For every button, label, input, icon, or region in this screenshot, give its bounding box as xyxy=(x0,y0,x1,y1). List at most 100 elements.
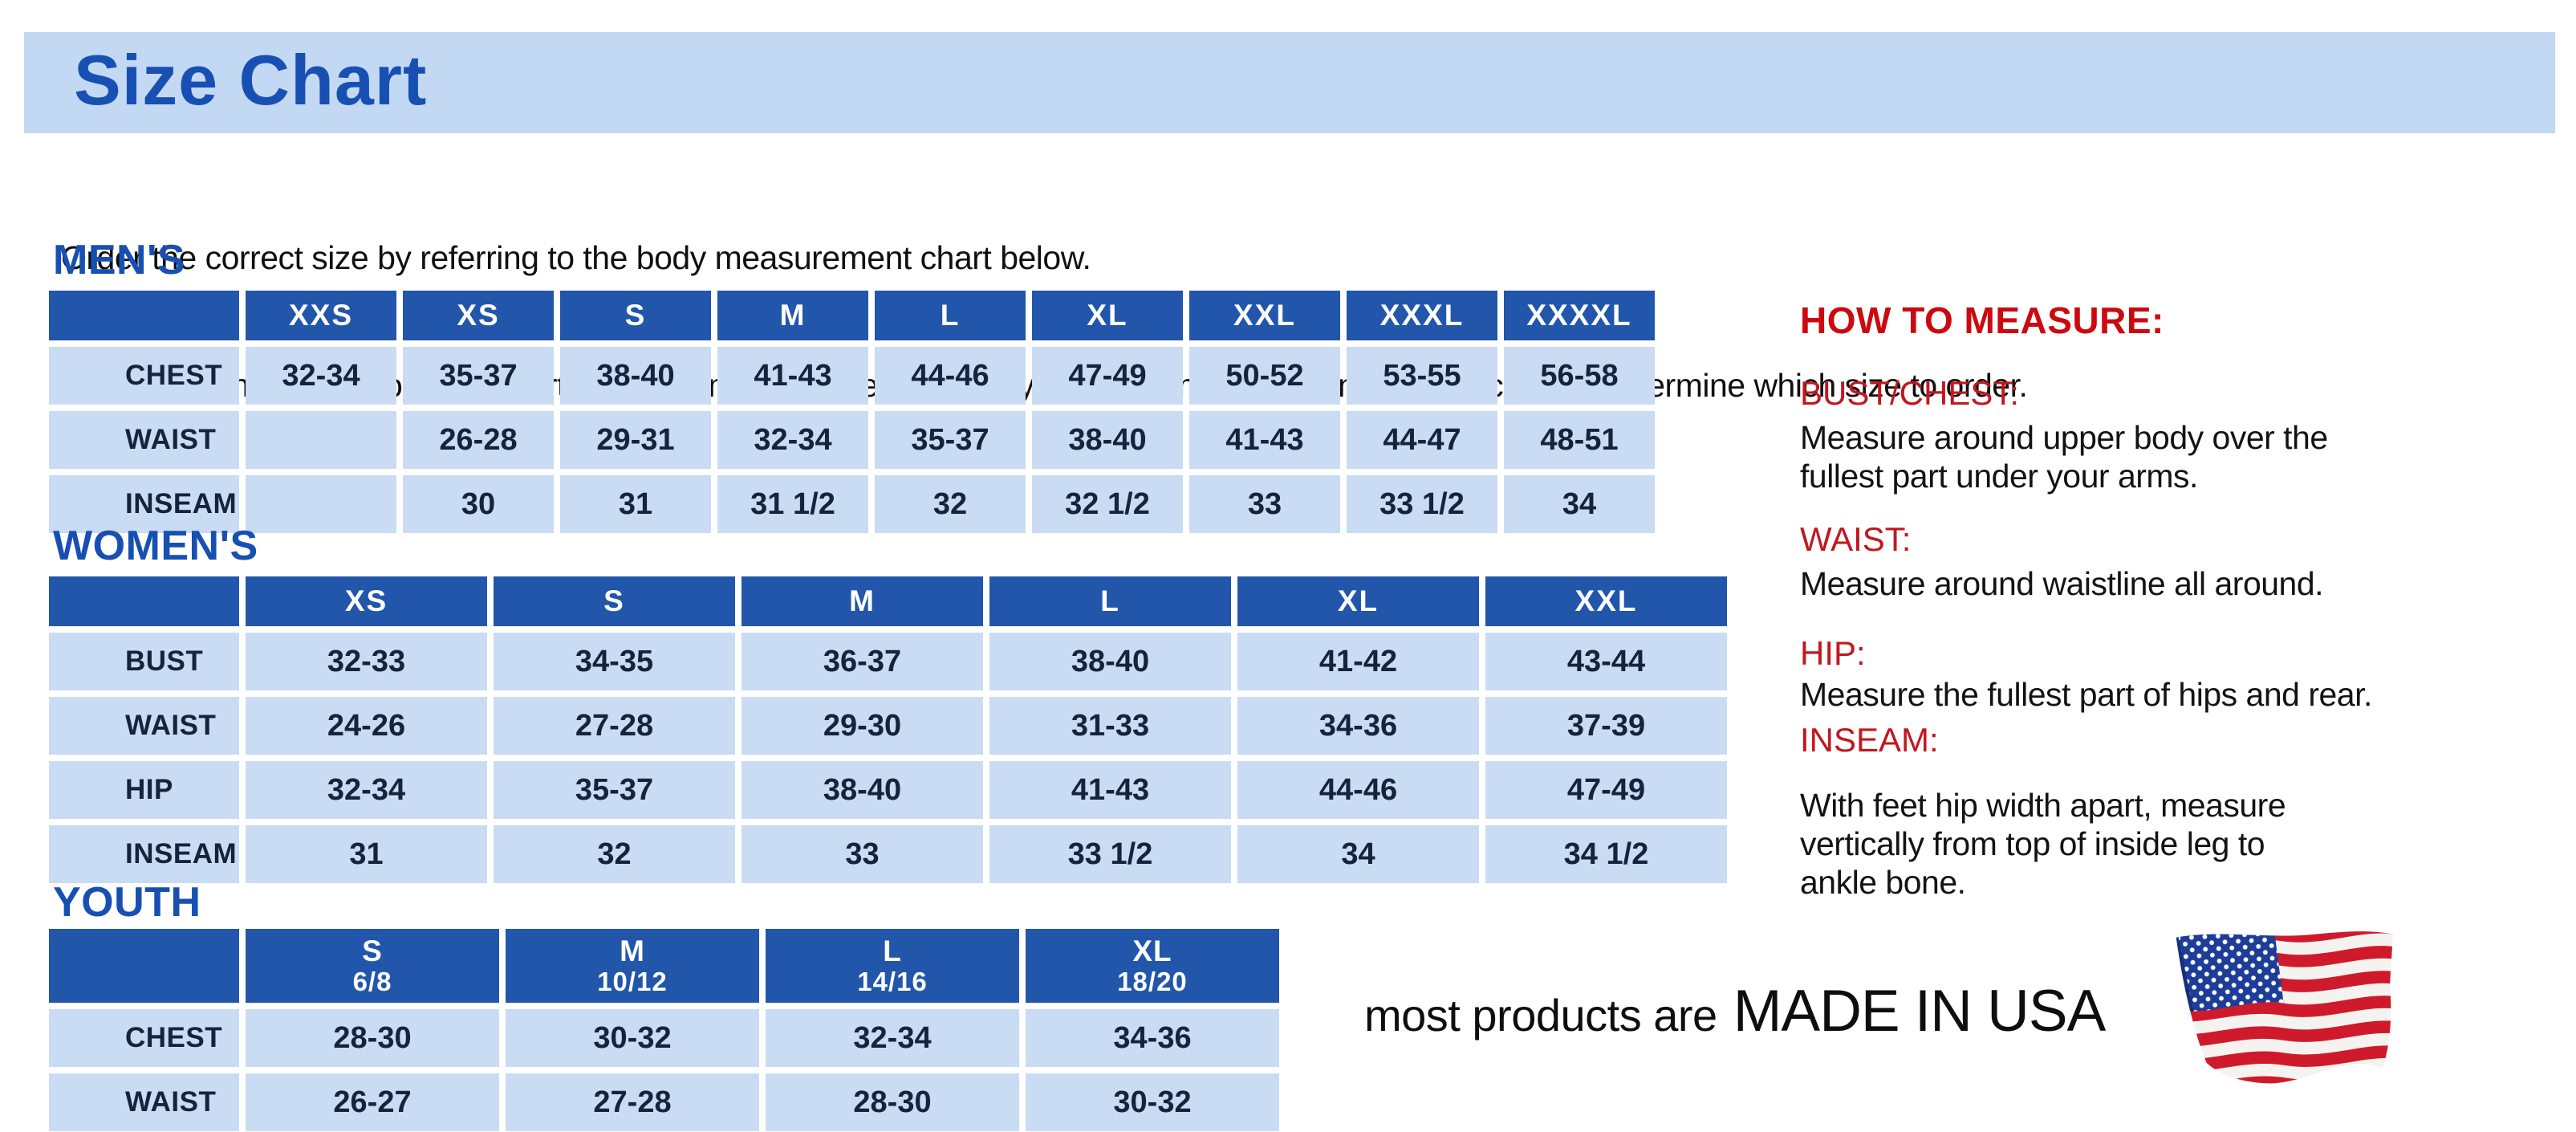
measure-label-waist: WAIST: xyxy=(1800,520,1912,558)
table-cell: 34-36 xyxy=(1237,697,1479,755)
table-cell: 53-55 xyxy=(1347,347,1497,405)
table-cell: 41-43 xyxy=(717,347,868,405)
table-cell: 41-43 xyxy=(1189,411,1340,469)
table-header-cell xyxy=(49,291,239,340)
row-label-cell: WAIST xyxy=(49,697,239,755)
made-in-usa-text: MADE IN USA xyxy=(1733,979,2107,1044)
measure-label-inseam: INSEAM: xyxy=(1800,721,1939,759)
measure-instruction-bust-chest: Measure around upper body over the fulle… xyxy=(1800,419,2328,496)
womens-section-title: WOMEN'S xyxy=(53,523,258,569)
table-header-cell: XXL xyxy=(1189,291,1340,340)
table-header-cell: XL xyxy=(1032,291,1183,340)
table-cell: 35-37 xyxy=(875,411,1026,469)
us-flag-icon xyxy=(2176,931,2393,1084)
row-label-cell: CHEST xyxy=(49,1009,239,1067)
table-cell: 32-34 xyxy=(246,347,396,405)
size-label: XL xyxy=(1132,935,1172,968)
size-range-label: 14/16 xyxy=(857,967,928,997)
made-in-usa-prefix: most products are xyxy=(1364,990,1717,1040)
table-cell: 31 xyxy=(246,825,487,883)
table-cell: 35-37 xyxy=(494,761,735,819)
table-cell: 38-40 xyxy=(1032,411,1183,469)
table-cell: 30 xyxy=(403,475,554,533)
instruction-line: Measure around waistline all around. xyxy=(1800,565,2324,602)
measure-instruction-hip: Measure the fullest part of hips and rea… xyxy=(1800,676,2372,715)
table-header-cell: XS xyxy=(246,576,487,626)
size-label: S xyxy=(362,935,383,968)
table-cell: 38-40 xyxy=(742,761,983,819)
table-cell: 33 1/2 xyxy=(989,825,1231,883)
table-cell: 32 1/2 xyxy=(1032,475,1183,533)
table-cell: 27-28 xyxy=(506,1073,759,1131)
table-cell: 26-27 xyxy=(246,1073,499,1131)
size-label: M xyxy=(620,935,645,968)
measure-instruction-waist: Measure around waistline all around. xyxy=(1800,565,2324,604)
table-cell: 32-34 xyxy=(246,761,487,819)
table-cell: 33 xyxy=(1189,475,1340,533)
table-header-cell: XS xyxy=(403,291,554,340)
measure-instruction-inseam: With feet hip width apart, measure verti… xyxy=(1800,787,2286,902)
table-header-cell: S 6/8 xyxy=(246,929,499,1003)
table-cell: 44-47 xyxy=(1347,411,1497,469)
table-header-cell xyxy=(49,929,239,1003)
table-cell xyxy=(246,411,396,469)
table-header-cell: XXL xyxy=(1485,576,1727,626)
table-cell: 28-30 xyxy=(246,1009,499,1067)
table-cell: 24-26 xyxy=(246,697,487,755)
table-cell: 44-46 xyxy=(1237,761,1479,819)
row-label-cell: CHEST xyxy=(49,347,239,405)
size-range-label: 18/20 xyxy=(1117,967,1188,997)
instruction-line: Measure the fullest part of hips and rea… xyxy=(1800,676,2372,713)
table-header-cell: XL 18/20 xyxy=(1026,929,1279,1003)
instruction-line: fullest part under your arms. xyxy=(1800,457,2198,495)
size-label: L xyxy=(883,935,902,968)
table-cell: 33 1/2 xyxy=(1347,475,1497,533)
table-header-cell: L xyxy=(875,291,1026,340)
row-label-cell: HIP xyxy=(49,761,239,819)
table-cell: 34-35 xyxy=(494,633,735,690)
table-header-cell: S xyxy=(560,291,711,340)
table-header-cell: XL xyxy=(1237,576,1479,626)
table-cell: 32-34 xyxy=(766,1009,1019,1067)
table-cell: 32 xyxy=(875,475,1026,533)
table-cell: 34 xyxy=(1237,825,1479,883)
instruction-line: vertically from top of inside leg to xyxy=(1800,825,2265,862)
table-cell: 38-40 xyxy=(989,633,1231,690)
size-range-label: 10/12 xyxy=(597,967,668,997)
row-label-cell: INSEAM xyxy=(49,825,239,883)
measure-label-hip: HIP: xyxy=(1800,634,1866,672)
table-cell: 44-46 xyxy=(875,347,1026,405)
table-cell: 47-49 xyxy=(1032,347,1183,405)
table-cell: 34-36 xyxy=(1026,1009,1279,1067)
table-cell: 32-34 xyxy=(717,411,868,469)
table-cell: 47-49 xyxy=(1485,761,1727,819)
table-header-cell: L xyxy=(989,576,1231,626)
table-cell: 28-30 xyxy=(766,1073,1019,1131)
table-cell: 30-32 xyxy=(506,1009,759,1067)
mens-size-table: XXS XS S M L XL XXL XXXL XXXXL CHEST 32-… xyxy=(49,291,1655,533)
table-cell: 38-40 xyxy=(560,347,711,405)
table-cell: 50-52 xyxy=(1189,347,1340,405)
table-header-cell: XXXXL xyxy=(1504,291,1655,340)
table-cell: 56-58 xyxy=(1504,347,1655,405)
table-cell: 48-51 xyxy=(1504,411,1655,469)
table-header-cell: M xyxy=(742,576,983,626)
size-range-label: 6/8 xyxy=(352,967,392,997)
instruction-line: With feet hip width apart, measure xyxy=(1800,787,2286,824)
made-in-usa-line: most products are MADE IN USA xyxy=(1364,978,2107,1044)
table-cell: 27-28 xyxy=(494,697,735,755)
table-cell: 29-31 xyxy=(560,411,711,469)
how-to-measure-title: HOW TO MEASURE: xyxy=(1800,299,2164,341)
table-header-cell: XXXL xyxy=(1347,291,1497,340)
youth-section-title: YOUTH xyxy=(53,879,201,926)
table-cell: 37-39 xyxy=(1485,697,1727,755)
mens-section-title: MEN'S xyxy=(53,237,186,283)
table-cell: 29-30 xyxy=(742,697,983,755)
instruction-line: Measure around upper body over the xyxy=(1800,419,2328,456)
youth-size-table: S 6/8 M 10/12 L 14/16 XL 18/20 CHEST 28-… xyxy=(49,929,1279,1131)
table-cell: 43-44 xyxy=(1485,633,1727,690)
table-cell: 34 1/2 xyxy=(1485,825,1727,883)
table-header-cell: M xyxy=(717,291,868,340)
table-cell: 26-28 xyxy=(403,411,554,469)
table-cell: 30-32 xyxy=(1026,1073,1279,1131)
